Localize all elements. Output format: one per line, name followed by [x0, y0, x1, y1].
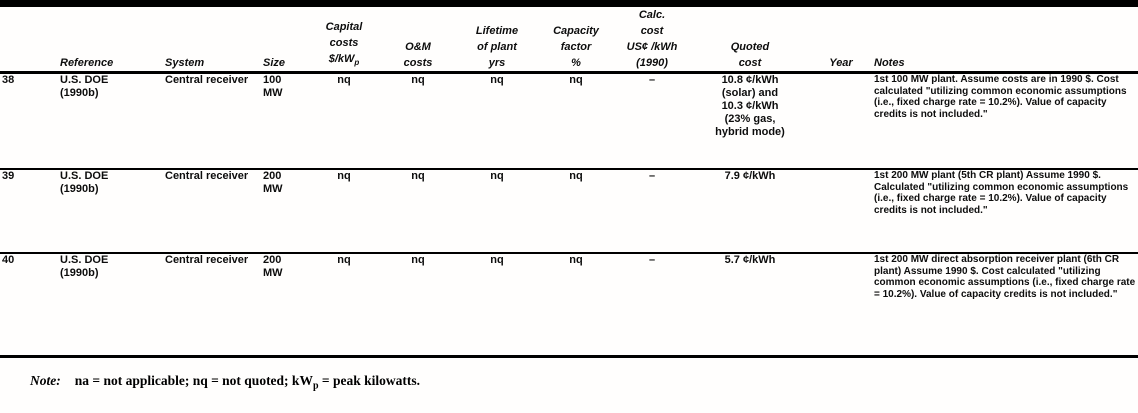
col-row-number: [0, 3, 58, 74]
col-calc-cost: Calc. cost US¢ /kWh (1990): [614, 3, 690, 74]
table-row: 39 U.S. DOE (1990b) Central receiver 200…: [0, 168, 1138, 253]
cell-capacity-factor: nq: [538, 168, 614, 253]
cell-capacity-factor: nq: [538, 252, 614, 357]
cell-capital-costs: nq: [337, 74, 351, 86]
cell-size: 200 MW: [261, 168, 308, 253]
cell-capacity-factor: nq: [569, 74, 583, 86]
cell-row-number: 38: [2, 74, 15, 86]
table-body: 38 U.S. DOE (1990b) Central receiver 100…: [0, 73, 1138, 357]
cell-notes: 1st 200 MW plant (5th CR plant) Assume 1…: [872, 168, 1138, 253]
cell-system: Central receiver: [163, 168, 261, 253]
col-system: System: [163, 3, 261, 74]
col-om-costs: O&M costs: [380, 3, 456, 74]
cell-capital-costs: nq: [308, 168, 380, 253]
col-capital-costs-lines: Capital costs: [325, 20, 363, 49]
cell-quoted-cost: 7.9 ¢/kWh: [690, 168, 810, 253]
footnote-text-post: = peak kilowatts.: [318, 373, 420, 388]
cell-calc-cost: –: [648, 74, 656, 86]
cell-size: 100 MW: [263, 74, 283, 99]
col-year: Year: [810, 3, 872, 74]
col-capital-unit-sub: p: [354, 58, 360, 67]
cell-year: [810, 252, 872, 357]
table-row: 40 U.S. DOE (1990b) Central receiver 200…: [0, 252, 1138, 357]
footnote-text-pre: na = not applicable; nq = not quoted; kW: [74, 373, 313, 388]
col-reference: Reference: [58, 3, 163, 74]
cell-notes: 1st 100 MW plant. Assume costs are in 19…: [874, 74, 1127, 120]
cell-quoted-cost: 10.8 ¢/kWh (solar) and 10.3 ¢/kWh (23% g…: [715, 74, 785, 138]
cell-om-costs: nq: [411, 74, 425, 86]
col-capital-costs: Capital costs $/kWp: [308, 3, 380, 74]
cell-lifetime: nq: [456, 252, 538, 357]
cell-year: [810, 73, 872, 170]
col-capacity-factor: Capacity factor %: [538, 3, 614, 74]
header-row: Reference System Size Capital costs $/kWp…: [0, 3, 1138, 74]
cell-row-number: 39: [0, 168, 58, 253]
cell-reference: U.S. DOE (1990b): [60, 74, 109, 99]
cell-quoted-cost: 5.7 ¢/kWh: [690, 252, 810, 357]
cell-size: 200 MW: [261, 252, 308, 357]
cell-notes: 1st 200 MW direct absorption receiver pl…: [872, 252, 1138, 357]
cell-lifetime: nq: [456, 168, 538, 253]
cell-om-costs: nq: [380, 252, 456, 357]
col-lifetime: Lifetime of plant yrs: [456, 3, 538, 74]
cell-system: Central receiver: [163, 252, 261, 357]
cell-row-number: 40: [0, 252, 58, 357]
col-size: Size: [261, 3, 308, 74]
table-footnote: Note: na = not applicable; nq = not quote…: [30, 373, 1138, 392]
cell-year: [810, 168, 872, 253]
cell-lifetime: nq: [490, 74, 504, 86]
footnote-kwp-subscript: p: [312, 380, 319, 392]
col-quoted-cost: Quoted cost: [690, 3, 810, 74]
solar-cost-table: Reference System Size Capital costs $/kWp…: [0, 0, 1138, 358]
col-notes: Notes: [872, 3, 1138, 74]
cell-calc-cost: –: [614, 252, 690, 357]
cell-capital-costs: nq: [308, 252, 380, 357]
cell-calc-cost: –: [614, 168, 690, 253]
col-capital-unit: $/kW: [328, 52, 355, 65]
table-row: 38 U.S. DOE (1990b) Central receiver 100…: [0, 73, 1138, 170]
footnote-label: Note:: [30, 373, 61, 388]
cell-reference: U.S. DOE (1990b): [58, 168, 163, 253]
table-header: Reference System Size Capital costs $/kWp…: [0, 3, 1138, 74]
cell-reference: U.S. DOE (1990b): [58, 252, 163, 357]
cell-om-costs: nq: [380, 168, 456, 253]
cell-system: Central receiver: [165, 74, 249, 86]
